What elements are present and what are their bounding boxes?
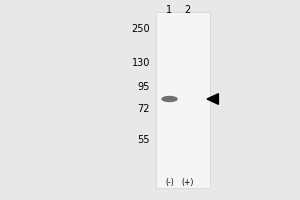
Text: 95: 95 xyxy=(138,82,150,92)
Text: 250: 250 xyxy=(131,24,150,34)
Text: 55: 55 xyxy=(137,135,150,145)
Text: (-): (-) xyxy=(165,178,174,188)
Text: 2: 2 xyxy=(184,5,190,15)
Text: (+): (+) xyxy=(181,178,194,188)
Text: 72: 72 xyxy=(137,104,150,114)
Text: 130: 130 xyxy=(132,58,150,68)
Text: 1: 1 xyxy=(167,5,172,15)
Polygon shape xyxy=(207,94,218,104)
Ellipse shape xyxy=(161,96,178,102)
Bar xyxy=(156,12,210,188)
